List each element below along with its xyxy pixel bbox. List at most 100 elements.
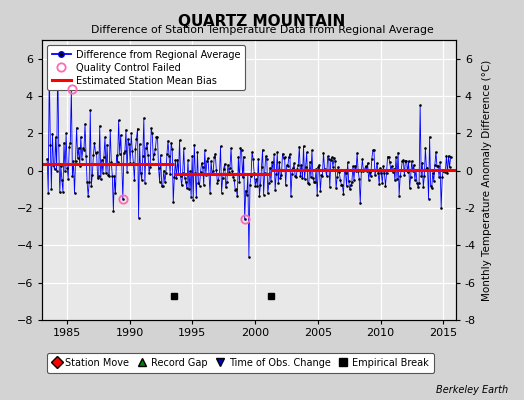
Point (401, 158, 410, 164)
Point (234, 154, 243, 160)
Point (156, 179, 164, 185)
Point (446, 154, 455, 160)
Point (235, 179, 244, 186)
Point (303, 179, 312, 186)
Point (296, 173, 304, 179)
Point (260, 170, 269, 176)
Point (355, 176, 364, 182)
Point (57, 162, 65, 169)
Point (61, 168, 69, 174)
Point (256, 182, 265, 188)
Point (109, 207, 117, 214)
Point (346, 182, 355, 188)
Point (261, 153, 270, 159)
Point (45, 65, 53, 71)
Point (298, 175, 307, 181)
Point (159, 182, 167, 189)
Point (333, 174, 341, 180)
Point (201, 147, 209, 153)
Point (431, 162, 439, 168)
Point (126, 160, 134, 166)
Point (325, 184, 334, 191)
Point (177, 173, 185, 180)
Point (194, 180, 203, 186)
Point (402, 157, 411, 164)
Point (311, 178, 319, 185)
Point (264, 190, 272, 197)
Point (314, 164, 322, 170)
Point (91, 150, 100, 157)
Point (357, 168, 366, 175)
Point (104, 172, 112, 178)
Point (173, 156, 182, 163)
Point (254, 156, 263, 162)
Point (102, 170, 110, 176)
Point (86, 107, 94, 114)
Point (172, 175, 181, 182)
Point (152, 134, 161, 140)
Point (97, 156, 106, 163)
Point (160, 168, 168, 174)
Point (224, 162, 232, 168)
Point (65, 144, 73, 150)
Point (217, 189, 226, 196)
Point (403, 169, 412, 176)
Point (384, 154, 392, 160)
Point (179, 170, 187, 176)
Point (144, 152, 152, 158)
Point (81, 121, 89, 127)
Point (168, 146, 177, 152)
Point (211, 151, 220, 157)
Point (128, 148, 136, 154)
Point (80, 146, 88, 153)
Point (79, 145, 87, 152)
Point (257, 163, 266, 170)
Point (231, 187, 239, 193)
Point (445, 164, 454, 171)
Point (131, 146, 139, 152)
Point (406, 185, 414, 191)
Point (186, 168, 194, 174)
Point (379, 163, 388, 170)
Point (393, 175, 401, 182)
Point (399, 157, 408, 163)
Point (222, 184, 230, 191)
Point (193, 149, 202, 156)
Point (444, 152, 453, 159)
Point (205, 170, 213, 177)
Point (330, 154, 338, 161)
Point (274, 180, 282, 186)
Point (137, 177, 146, 183)
Point (318, 172, 326, 179)
Point (320, 166, 329, 172)
Point (332, 185, 340, 192)
Point (203, 158, 211, 164)
Point (273, 149, 281, 156)
Point (50, 166, 59, 172)
Point (422, 166, 431, 172)
Point (374, 170, 383, 176)
Point (187, 194, 195, 200)
Point (305, 159, 314, 165)
Point (132, 136, 140, 142)
Point (56, 189, 64, 196)
Point (267, 178, 275, 185)
Point (88, 171, 96, 178)
Point (276, 175, 285, 181)
Point (59, 188, 67, 195)
Point (103, 142, 111, 148)
Point (313, 192, 321, 198)
Point (219, 175, 227, 182)
Point (290, 160, 298, 167)
Point (112, 152, 121, 158)
Point (93, 175, 102, 181)
Point (389, 169, 397, 175)
Point (409, 168, 417, 174)
Point (363, 168, 371, 174)
Point (443, 170, 452, 177)
Point (424, 196, 433, 202)
Point (292, 174, 300, 180)
Point (414, 184, 422, 190)
Point (300, 176, 309, 182)
Point (373, 160, 381, 166)
